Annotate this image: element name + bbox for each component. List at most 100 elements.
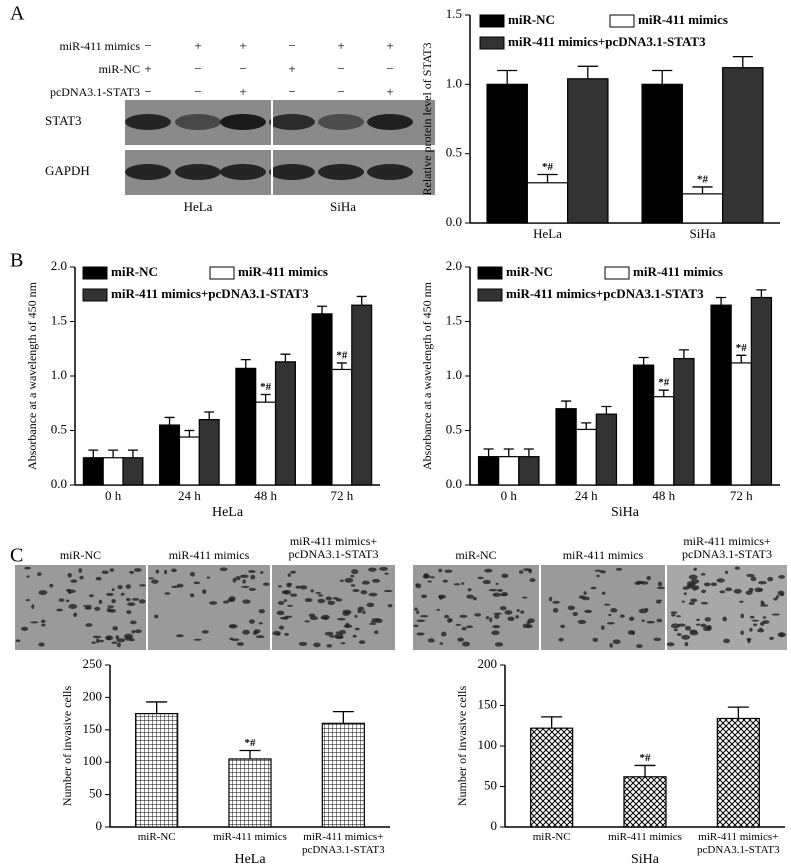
cell-speck xyxy=(164,592,171,595)
error-bar xyxy=(503,448,514,457)
cell-speck xyxy=(439,642,444,645)
cell-speck xyxy=(492,592,501,597)
cell-speck xyxy=(518,570,524,574)
legend-label: miR-NC xyxy=(111,264,158,279)
cell-speck xyxy=(15,639,21,643)
cell-speck xyxy=(444,569,453,573)
cell-speck xyxy=(123,633,133,639)
cell-speck xyxy=(484,568,493,573)
x-tick-label: 24 h xyxy=(574,489,598,503)
row-label: pcDNA3.1-STAT3 xyxy=(50,85,140,99)
cell-speck xyxy=(219,567,228,572)
y-tick-label: 200 xyxy=(83,688,103,703)
cell-speck xyxy=(740,630,744,636)
error-bar xyxy=(483,448,494,457)
cell-speck xyxy=(520,610,525,614)
cell-speck xyxy=(670,611,678,614)
cell-speck xyxy=(497,588,503,592)
cell-speck xyxy=(701,589,707,594)
cell-speck xyxy=(366,602,375,608)
cell-speck xyxy=(116,642,121,648)
error-bar xyxy=(523,448,534,457)
error-bar xyxy=(127,449,138,458)
cell-speck xyxy=(134,629,142,634)
cell-speck xyxy=(325,596,332,601)
cell-speck xyxy=(583,591,587,595)
cell-speck xyxy=(287,604,294,607)
cell-speck xyxy=(628,616,635,621)
cell-speck xyxy=(608,613,612,617)
cell-speck xyxy=(494,642,504,647)
cell-speck xyxy=(340,642,346,645)
cell-speck xyxy=(775,595,779,599)
cell-speck xyxy=(760,604,769,607)
cell-speck xyxy=(171,568,177,573)
cell-speck xyxy=(201,630,209,634)
cell-speck xyxy=(24,566,31,570)
y-axis-label: Number of invasive cells xyxy=(60,686,74,807)
cell-speck xyxy=(710,582,718,587)
cell-speck xyxy=(20,626,29,631)
micrograph xyxy=(541,565,665,650)
y-tick-label: 250 xyxy=(83,656,103,671)
error-bar xyxy=(716,296,727,306)
cell-speck xyxy=(79,575,84,580)
cell-speck xyxy=(646,620,655,624)
y-tick-label: 50 xyxy=(89,786,102,801)
cell-speck xyxy=(26,575,30,578)
label-box: 24 h xyxy=(178,489,201,503)
legend-label: miR-411 mimics xyxy=(238,264,328,279)
label-box: HeLa xyxy=(533,227,562,240)
cell-speck xyxy=(276,610,285,616)
sign: − xyxy=(386,61,393,76)
cell-speck xyxy=(656,586,666,590)
cell-speck xyxy=(777,590,785,596)
cell-speck xyxy=(231,638,240,642)
sign: + xyxy=(288,61,295,76)
cell-speck xyxy=(653,637,662,642)
y-tick-label: 1.5 xyxy=(446,312,462,327)
error-bar xyxy=(658,389,669,397)
cell-speck xyxy=(696,618,700,621)
significance: *# xyxy=(336,349,348,361)
error-bar xyxy=(756,289,767,298)
cell-speck xyxy=(335,631,342,635)
label-box: SiHa xyxy=(690,227,716,240)
cell-speck xyxy=(65,599,70,603)
cell-speck xyxy=(372,578,381,583)
cell-speck xyxy=(101,570,109,574)
cell-speck xyxy=(299,585,308,590)
cell-speck xyxy=(339,579,344,582)
x-tick-label: miR-411 mimics+ pcDNA3.1-STAT3 xyxy=(697,831,780,856)
label-box: miR-411 mimics+ pcDNA3.1-STAT3 xyxy=(682,535,772,561)
cell-speck xyxy=(499,606,507,611)
cell-speck xyxy=(313,642,321,648)
error-bar xyxy=(638,356,649,366)
cell-speck xyxy=(437,594,447,599)
significance: *# xyxy=(658,377,670,389)
cell-speck xyxy=(488,588,498,592)
bar xyxy=(255,401,277,486)
label-box: 48 h xyxy=(652,489,675,502)
cell-speck xyxy=(248,619,255,624)
cell-speck xyxy=(592,637,599,642)
bar xyxy=(710,304,732,486)
cell-speck xyxy=(88,594,94,598)
x-tick-label: 24 h xyxy=(178,489,201,503)
cell-speck xyxy=(749,615,755,619)
panel-label: B xyxy=(10,250,23,272)
image-label: miR-NC xyxy=(60,548,101,562)
cell-speck xyxy=(492,625,501,629)
cell-speck xyxy=(749,627,753,632)
band-label: STAT3 xyxy=(45,113,82,128)
significance: *# xyxy=(697,173,709,185)
significance: *# xyxy=(245,737,257,749)
bar xyxy=(730,362,752,486)
cell-speck xyxy=(455,623,462,626)
cell-speck xyxy=(120,592,125,596)
cell-speck xyxy=(30,621,39,624)
y-tick-label: 0 xyxy=(96,818,103,833)
cell-speck xyxy=(335,598,343,602)
cell-speck xyxy=(358,640,366,645)
cell-speck xyxy=(491,630,500,636)
